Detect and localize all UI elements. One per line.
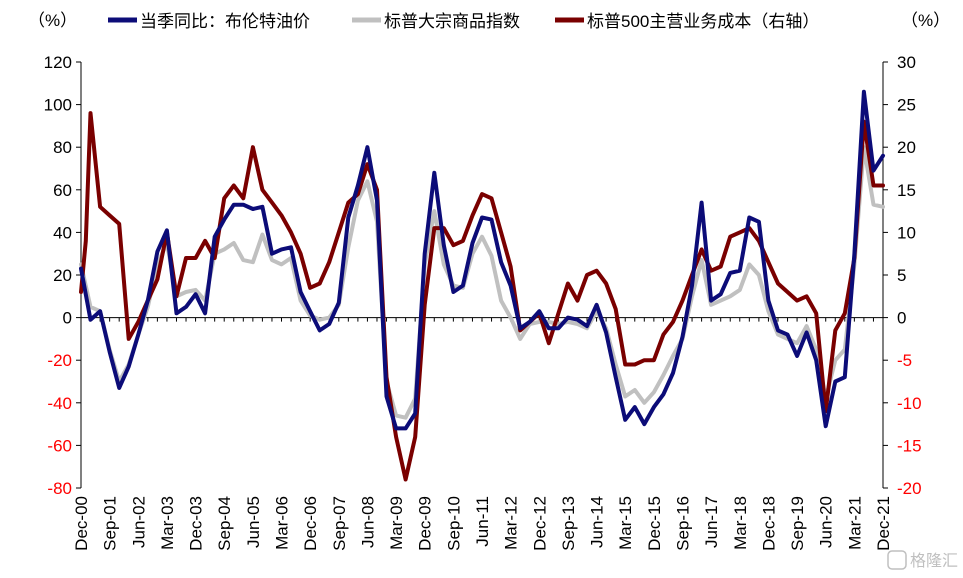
right-y-tick-label: 0 xyxy=(897,309,906,328)
x-tick-label: Dec-12 xyxy=(530,496,549,551)
left-y-tick-label: 80 xyxy=(53,138,72,157)
x-tick-label: Mar-03 xyxy=(158,496,177,550)
x-tick-label: Mar-09 xyxy=(387,496,406,550)
right-y-tick-label: 15 xyxy=(897,181,916,200)
x-tick-label: Sep-19 xyxy=(788,496,807,551)
x-tick-label: Dec-09 xyxy=(416,496,435,551)
right-y-tick-label: 25 xyxy=(897,96,916,115)
x-tick-label: Jun-08 xyxy=(358,496,377,548)
x-tick-label: Dec-03 xyxy=(187,496,206,551)
watermark: 格隆汇 xyxy=(887,550,958,570)
legend-label-sp500-cost: 标普500主营业务成本（右轴） xyxy=(587,12,819,31)
x-tick-label: Mar-15 xyxy=(616,496,635,550)
left-y-tick-label: -60 xyxy=(47,436,72,455)
x-tick-label: Dec-18 xyxy=(759,496,778,551)
left-y-tick-label: -40 xyxy=(47,394,72,413)
left-y-tick-label: 120 xyxy=(44,53,72,72)
x-tick-label: Mar-12 xyxy=(502,496,521,550)
right-y-tick-label: -5 xyxy=(897,351,912,370)
x-tick-label: Dec-21 xyxy=(874,496,893,551)
x-tick-label: Dec-06 xyxy=(301,496,320,551)
x-tick-label: Jun-05 xyxy=(244,496,263,548)
axes: 120 100 80 60 40 20 0 -20 -40 -60 -80 30 25 20 15 10 5 0 -… xyxy=(44,53,922,551)
legend-label-commodity: 标普大宗商品指数 xyxy=(384,12,520,31)
x-tick-label: Jun-02 xyxy=(129,496,148,548)
left-y-tick-label: -20 xyxy=(47,351,72,370)
x-tick-label: Sep-16 xyxy=(674,496,693,551)
x-tick-label: Sep-01 xyxy=(101,496,120,551)
left-y-tick-label: 100 xyxy=(44,96,72,115)
left-y-tick-label: 0 xyxy=(63,309,72,328)
x-tick-label: Jun-20 xyxy=(817,496,836,548)
x-tick-label: Jun-17 xyxy=(702,496,721,548)
x-tick-label: Jun-11 xyxy=(473,496,492,547)
left-y-tick-label: 60 xyxy=(53,181,72,200)
series-group xyxy=(79,89,885,482)
x-tick-label: Mar-06 xyxy=(273,496,292,550)
x-tick-label: Mar-18 xyxy=(731,496,750,550)
right-y-tick-label: 20 xyxy=(897,138,916,157)
left-y-tick-label: 40 xyxy=(53,223,72,242)
legend: 当季同比：布伦特油价 标普大宗商品指数 标普500主营业务成本（右轴） xyxy=(108,12,819,31)
x-tick-label: Sep-10 xyxy=(444,496,463,551)
x-tick-label: Sep-07 xyxy=(330,496,349,551)
right-y-tick-label: 5 xyxy=(897,266,906,285)
watermark-text: 格隆汇 xyxy=(910,552,958,570)
right-y-tick-label: -10 xyxy=(897,394,922,413)
right-y-tick-label: 10 xyxy=(897,223,916,242)
watermark-logo-icon xyxy=(887,550,907,570)
x-tick-label: Dec-15 xyxy=(645,496,664,551)
right-y-tick-label: -20 xyxy=(897,479,922,498)
left-y-tick-label: 20 xyxy=(53,266,72,285)
left-axis-unit: （%） xyxy=(28,11,77,30)
x-tick-label: Dec-00 xyxy=(72,496,91,551)
legend-label-brent: 当季同比：布伦特油价 xyxy=(140,12,310,31)
x-tick-label: Sep-04 xyxy=(215,496,234,551)
series-line-1 xyxy=(79,145,885,420)
right-axis-unit: （%） xyxy=(901,11,950,30)
x-tick-label: Mar-21 xyxy=(845,496,864,550)
x-tick-label: Jun-14 xyxy=(588,496,607,548)
right-y-tick-label: -15 xyxy=(897,436,922,455)
x-tick-label: Sep-13 xyxy=(559,496,578,551)
series-line-0 xyxy=(79,89,885,431)
left-y-tick-label: -80 xyxy=(47,479,72,498)
right-y-tick-label: 30 xyxy=(897,53,916,72)
